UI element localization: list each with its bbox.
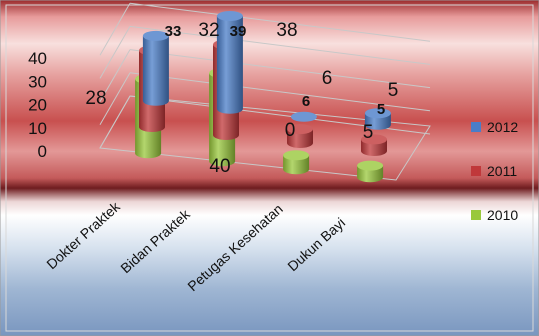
cylinder-2011-2 xyxy=(287,124,313,148)
data-label-2010: 38 xyxy=(276,20,297,41)
cylinder-body xyxy=(283,155,310,175)
legend-swatch xyxy=(471,210,481,220)
gridline-side xyxy=(99,72,131,126)
cylinder-top xyxy=(290,111,317,122)
gridline xyxy=(129,25,431,65)
data-label-2010: 5 xyxy=(388,80,399,101)
cylinder-2011-3 xyxy=(361,134,387,156)
gridline xyxy=(129,49,431,89)
cylinder-2012-1 xyxy=(216,11,243,114)
data-label-2012: 28 xyxy=(85,88,106,109)
cylinder-2012-3 xyxy=(364,108,391,130)
legend-label: 2011 xyxy=(487,163,517,179)
data-label-2012: 0 xyxy=(285,120,296,141)
y-tick-label: 0 xyxy=(38,142,47,161)
cylinder-top xyxy=(357,160,384,171)
cylinder-2012-2 xyxy=(290,111,317,122)
y-tick-label: 20 xyxy=(28,96,47,115)
gridline xyxy=(129,2,431,42)
gridline-side xyxy=(99,2,131,56)
cylinder-2010-3 xyxy=(357,160,384,183)
data-label-2011: 5 xyxy=(377,101,385,118)
data-label-2011: 39 xyxy=(230,23,247,40)
data-label-2012: 40 xyxy=(209,156,230,177)
legend-label: 2010 xyxy=(487,207,518,223)
cylinders xyxy=(135,11,391,183)
cylinder-2012-0 xyxy=(142,30,169,106)
cylinder-body xyxy=(142,35,169,106)
y-axis-tick-labels: 0 10 20 30 40 xyxy=(28,49,47,161)
legend: 2012 2011 2010 xyxy=(471,119,518,223)
cylinder-body xyxy=(287,129,313,148)
gridline-side xyxy=(99,26,131,79)
data-labels: 28 40 0 5 33 39 6 5 32 38 6 5 xyxy=(85,20,398,177)
cylinder-top xyxy=(361,134,387,145)
data-label-2010: 6 xyxy=(322,68,333,89)
data-label-2012: 5 xyxy=(363,122,374,143)
gridline xyxy=(129,72,431,112)
y-tick-label: 10 xyxy=(28,119,47,138)
cylinder-top xyxy=(364,108,391,119)
legend-swatch xyxy=(471,122,481,132)
legend-swatch xyxy=(471,166,481,176)
y-tick-label: 30 xyxy=(28,72,47,91)
data-label-2011: 6 xyxy=(302,93,310,110)
y-tick-label: 40 xyxy=(28,49,47,68)
legend-label: 2012 xyxy=(487,119,518,135)
chart-inner-frame xyxy=(5,4,534,332)
data-label-2010: 32 xyxy=(198,20,219,41)
cylinder-top xyxy=(283,150,310,161)
cylinder-2010-2 xyxy=(283,150,310,175)
cylinder-top xyxy=(142,30,169,41)
cylinder-body xyxy=(216,16,243,114)
cylinder-top xyxy=(216,11,243,21)
gridline-side xyxy=(99,49,131,102)
data-label-2011: 33 xyxy=(165,23,182,40)
cylinder-top xyxy=(287,124,313,135)
